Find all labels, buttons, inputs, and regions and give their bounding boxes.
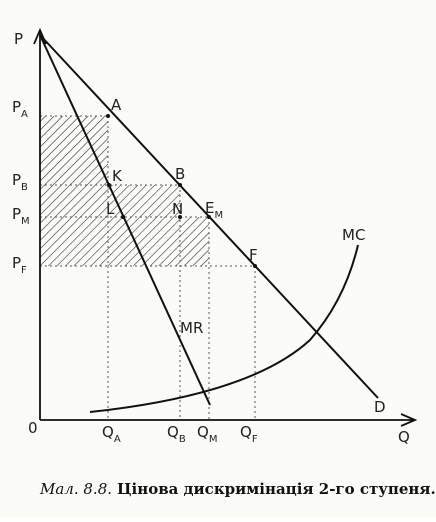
curve-label: MC bbox=[342, 226, 365, 244]
point-label: F bbox=[249, 246, 258, 264]
price-label: PF bbox=[12, 254, 27, 276]
point-dots bbox=[106, 114, 257, 268]
price-label: PA bbox=[12, 98, 28, 120]
origin-label: 0 bbox=[28, 419, 38, 437]
mc-curve bbox=[89, 244, 359, 413]
point-label: A bbox=[111, 96, 122, 114]
quantity-label: QA bbox=[102, 423, 121, 445]
quantity-label: QM bbox=[197, 423, 217, 445]
x-axis-label: Q bbox=[398, 428, 410, 446]
point-label: N bbox=[172, 200, 183, 218]
hatched-area bbox=[40, 116, 209, 266]
quantity-label: QF bbox=[240, 423, 258, 445]
point-label: EM bbox=[205, 199, 223, 221]
point-label: K bbox=[112, 167, 123, 185]
price-label: PM bbox=[12, 205, 30, 227]
curve-label: D bbox=[374, 398, 386, 416]
price-label: PB bbox=[12, 171, 28, 193]
point-label: B bbox=[175, 165, 185, 183]
caption: Мал. 8.8. Цінова дискримінація 2-го ступе… bbox=[39, 480, 436, 498]
y-axis-label: P bbox=[14, 30, 23, 48]
quantity-label: QB bbox=[167, 423, 186, 445]
curve-label: MR bbox=[180, 319, 203, 337]
mr-line bbox=[39, 34, 211, 406]
point-label: L bbox=[106, 200, 115, 218]
